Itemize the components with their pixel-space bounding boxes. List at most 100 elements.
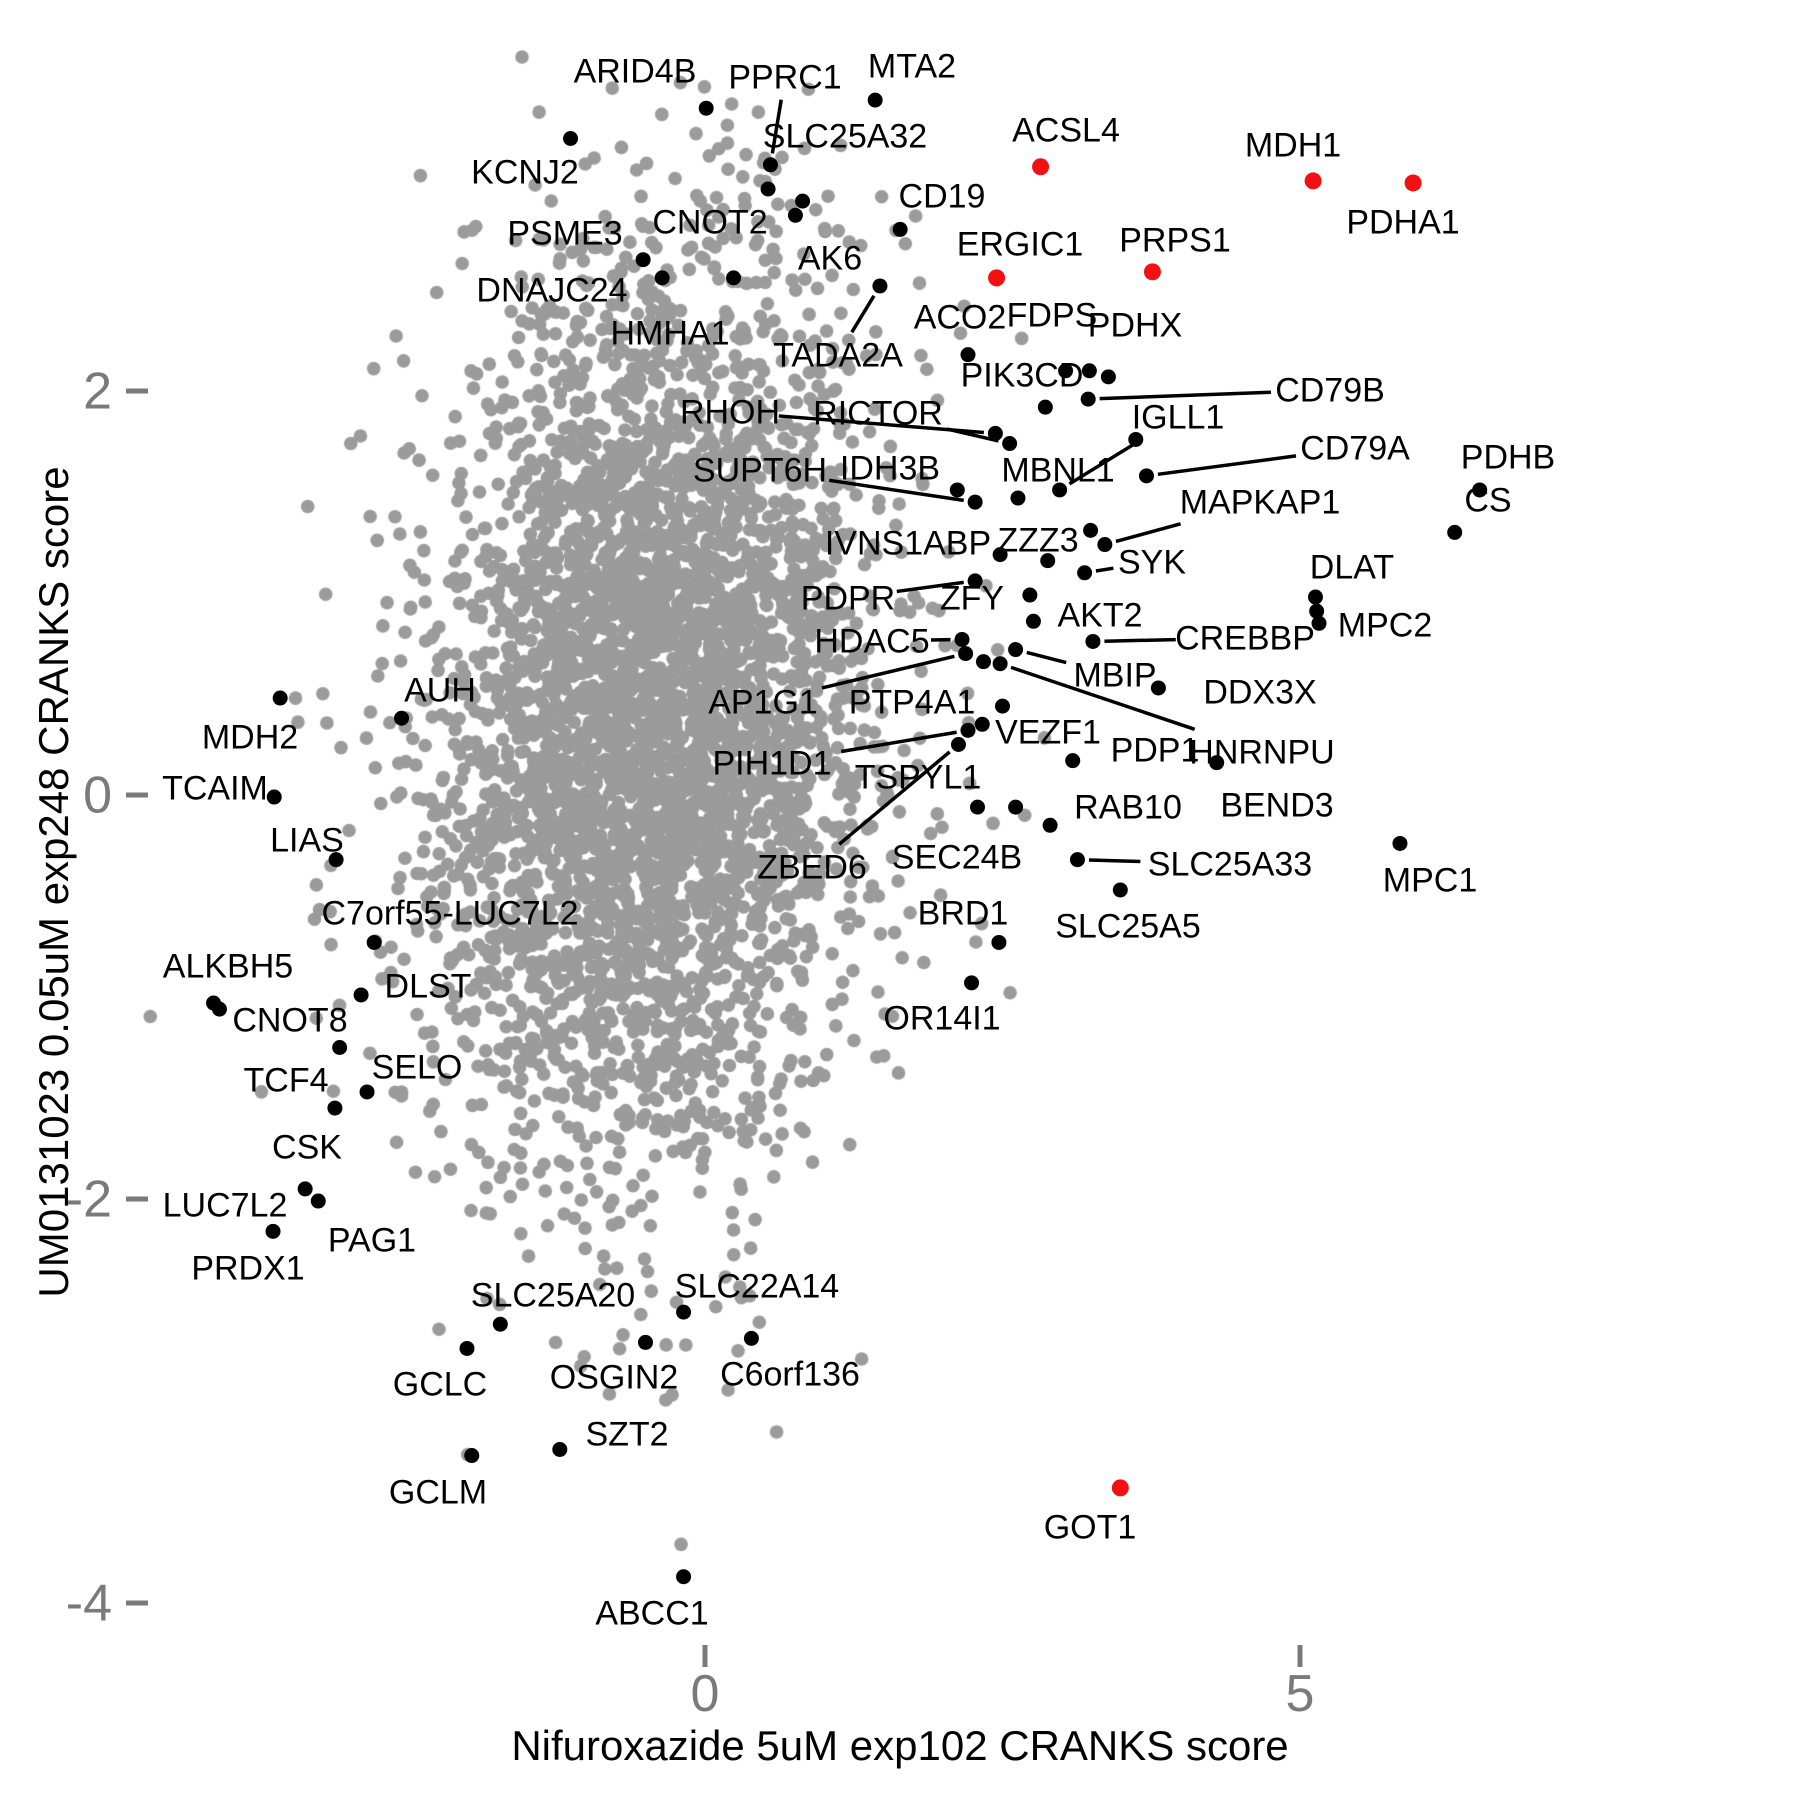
data-point-MTA2: [867, 92, 883, 108]
data-point-CD79B: [1080, 391, 1096, 407]
leader-line-MAPKAP1: [1115, 522, 1182, 544]
data-point-SLC25A20: [492, 1316, 508, 1332]
data-point-MPC2: [1309, 603, 1325, 619]
point-label-CSK: CSK: [272, 1129, 342, 1167]
leader-line-ZBED6: [838, 750, 951, 846]
x-tick-label: 0: [691, 1665, 720, 1723]
data-point-ARID4B: [698, 100, 714, 116]
point-label-AK6: AK6: [798, 240, 862, 278]
data-point-IVNS1ABP: [992, 547, 1008, 563]
point-label-TCF4: TCF4: [244, 1062, 329, 1100]
data-point-CD19: [892, 221, 908, 237]
point-label-ZBED6: ZBED6: [757, 849, 867, 887]
data-point-PRDX1: [265, 1223, 281, 1239]
point-label-FDPS: FDPS: [1007, 297, 1098, 335]
point-label-MAPKAP1: MAPKAP1: [1180, 484, 1341, 522]
data-point-C7orf55-LUC7L2: [366, 934, 382, 950]
data-point-IGLL1: [1052, 482, 1068, 498]
data-point-HMHA1: [726, 270, 742, 286]
data-point-TCF4: [332, 1040, 348, 1055]
data-point-RICTOR: [1002, 436, 1018, 452]
data-point-LIAS: [328, 852, 344, 868]
data-point-SZT2: [552, 1441, 568, 1457]
data-point-PSME3: [635, 252, 651, 268]
leader-line-TADA2A: [850, 294, 876, 334]
leader-line-HNRNPU: [1010, 665, 1196, 731]
point-label-PDP1: PDP1: [1111, 732, 1200, 770]
data-point-MAPKAP1: [1097, 537, 1113, 553]
point-label-ALKBH5: ALKBH5: [163, 948, 293, 986]
point-label-CNOT2: CNOT2: [652, 204, 767, 242]
extra-data-point: [1311, 615, 1327, 631]
data-point-ZFY: [1022, 587, 1038, 603]
point-label-ACO2: ACO2: [914, 299, 1007, 337]
point-label-GCLM: GCLM: [389, 1474, 487, 1512]
data-point-AKT2: [1025, 613, 1041, 629]
extra-data-point: [1128, 431, 1144, 447]
point-label-SLC22A14: SLC22A14: [675, 1268, 839, 1306]
data-point-MDH2: [272, 690, 288, 706]
data-point-TSPYL1: [995, 698, 1010, 714]
data-point-OSGIN2: [638, 1334, 653, 1350]
point-label-DNAJC24: DNAJC24: [476, 272, 627, 310]
point-label-SZT2: SZT2: [585, 1416, 668, 1454]
point-label-KCNJ2: KCNJ2: [471, 154, 579, 192]
point-label-CNOT8: CNOT8: [232, 1002, 347, 1040]
data-point-ACO2: [960, 347, 976, 363]
point-label-MBIP: MBIP: [1073, 657, 1156, 695]
point-label-PPRC1: PPRC1: [728, 59, 841, 97]
point-label-C6orf136: C6orf136: [720, 1356, 860, 1394]
data-point-CS: [1447, 524, 1463, 540]
point-label-OSGIN2: OSGIN2: [550, 1359, 678, 1397]
data-point-GCLC: [459, 1340, 475, 1356]
extra-data-point: [1081, 363, 1097, 379]
y-tick-label: -2: [66, 1171, 112, 1229]
point-label-TSPYL1: TSPYL1: [855, 759, 982, 797]
point-label-HMHA1: HMHA1: [610, 315, 729, 353]
y-tick-label: 0: [83, 767, 112, 825]
data-point-FDPS: [1058, 363, 1074, 379]
data-point-RAB10: [1008, 799, 1024, 815]
point-label-OR14I1: OR14I1: [883, 1000, 1000, 1038]
point-label-PDHB: PDHB: [1461, 439, 1555, 477]
point-label-SLC25A20: SLC25A20: [471, 1277, 635, 1315]
data-point-PIK3CD: [1037, 399, 1053, 415]
data-point-AP1G1: [958, 646, 974, 662]
point-label-TCAIM: TCAIM: [162, 770, 268, 808]
data-point-PPRC1: [762, 157, 778, 173]
data-point-SEC24B: [970, 799, 986, 815]
point-label-BEND3: BEND3: [1220, 787, 1333, 825]
extra-data-point: [1042, 817, 1058, 833]
point-label-MDH1: MDH1: [1245, 127, 1341, 165]
data-point-PDHA1: [1404, 174, 1422, 192]
data-point-PDPR: [967, 573, 983, 589]
point-label-MTA2: MTA2: [868, 48, 956, 86]
data-point-ZZZ3: [1040, 553, 1056, 569]
point-label-RAB10: RAB10: [1074, 789, 1182, 827]
leader-line-RICTOR: [946, 427, 999, 443]
point-label-PDPR: PDPR: [801, 580, 895, 618]
leader-line-PDPR: [896, 580, 964, 594]
data-point-MPC1: [1392, 835, 1408, 851]
point-label-LIAS: LIAS: [270, 822, 344, 860]
point-label-PDHX: PDHX: [1088, 307, 1182, 345]
y-axis-title: UM0131023 0.05uM exp248 CRANKS score: [30, 466, 77, 1298]
point-label-CD79B: CD79B: [1275, 372, 1385, 410]
data-point-SELO: [359, 1084, 375, 1100]
point-label-CS: CS: [1464, 482, 1511, 520]
data-point-TCAIM: [266, 789, 282, 805]
data-point-KCNJ2: [563, 131, 579, 146]
point-label-TADA2A: TADA2A: [773, 337, 903, 375]
point-label-VEZF1: VEZF1: [995, 714, 1101, 752]
point-label-IVNS1ABP: IVNS1ABP: [825, 525, 991, 563]
point-label-GCLC: GCLC: [393, 1366, 487, 1404]
data-point-PAG1: [310, 1193, 326, 1209]
point-label-IGLL1: IGLL1: [1132, 399, 1225, 437]
data-point-MBIP: [1008, 642, 1024, 658]
data-point-AUH: [394, 710, 410, 726]
data-point-PDHX: [1100, 369, 1116, 385]
data-point-PDP1: [1065, 753, 1081, 769]
point-label-RICTOR: RICTOR: [813, 395, 943, 433]
